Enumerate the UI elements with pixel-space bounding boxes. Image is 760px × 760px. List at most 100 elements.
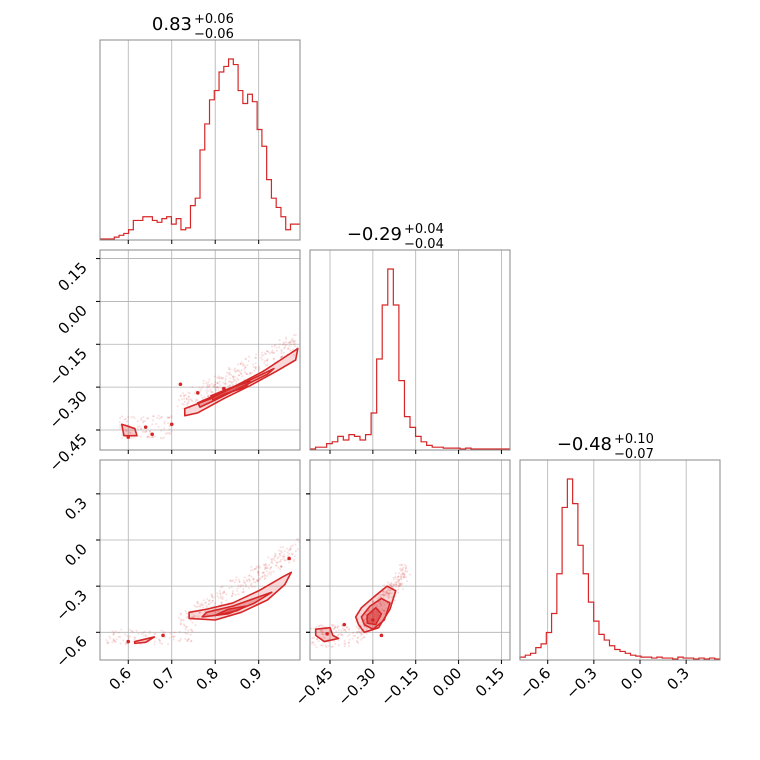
sample-point xyxy=(277,549,280,552)
sample-point xyxy=(294,340,297,343)
sample-point xyxy=(266,350,269,353)
hist-panel-0: 0.83 +0.06−0.06 xyxy=(99,12,301,244)
sample-point xyxy=(394,581,397,584)
sample-point xyxy=(400,578,403,581)
sample-point xyxy=(246,364,249,367)
sample-point xyxy=(124,418,127,421)
sample-point xyxy=(274,555,277,558)
sample-point xyxy=(168,416,171,419)
sample-point xyxy=(119,426,122,429)
sample-point xyxy=(160,415,163,418)
sample-point xyxy=(202,382,205,385)
sample-point xyxy=(321,629,324,632)
sample-point xyxy=(381,609,384,612)
sample-point xyxy=(168,428,171,431)
sample-point xyxy=(291,553,294,556)
sample-point xyxy=(229,579,232,582)
sample-point xyxy=(168,637,171,640)
sample-point xyxy=(388,595,391,598)
sample-point xyxy=(260,356,263,359)
sample-point xyxy=(266,358,269,361)
sample-point xyxy=(218,589,221,592)
sample-point xyxy=(128,635,131,638)
sample-point xyxy=(343,639,346,642)
x-tick-label-1: −0.45 xyxy=(292,664,337,709)
hist-step-1 xyxy=(310,268,510,450)
sample-point xyxy=(216,382,219,385)
sample-point xyxy=(395,583,398,586)
sample-point xyxy=(271,349,274,352)
sample-point xyxy=(255,353,258,356)
sample-point xyxy=(159,642,162,645)
sample-point xyxy=(238,581,241,584)
sample-point xyxy=(281,355,284,358)
sample-point xyxy=(220,595,223,598)
sample-point xyxy=(383,609,386,612)
x-tick-label-0: 0.6 xyxy=(105,664,135,694)
sample-point xyxy=(395,584,398,587)
sample-point xyxy=(235,380,238,383)
sample-point xyxy=(360,633,363,636)
sample-point xyxy=(389,583,392,586)
outlier-point xyxy=(143,425,148,429)
sample-point xyxy=(264,577,267,580)
sample-point xyxy=(106,641,109,644)
sample-point xyxy=(345,626,348,629)
sample-point xyxy=(289,547,292,550)
sample-point xyxy=(338,633,341,636)
hist-step-2 xyxy=(519,478,720,660)
y-tick-label-1: 0.00 xyxy=(54,302,90,338)
sample-point xyxy=(351,637,354,640)
sample-point xyxy=(179,618,182,621)
sample-point xyxy=(331,645,334,648)
sample-point xyxy=(401,572,404,575)
sample-point xyxy=(264,566,267,569)
sample-point xyxy=(131,630,134,633)
sample-point xyxy=(279,558,282,561)
sample-point xyxy=(132,415,135,418)
sample-point xyxy=(179,394,182,397)
outlier-point xyxy=(371,618,375,622)
sample-point xyxy=(281,555,284,558)
sample-point xyxy=(194,615,197,618)
sample-point xyxy=(210,390,213,393)
sample-point xyxy=(231,384,234,387)
sample-point xyxy=(285,336,288,339)
sample-point xyxy=(209,384,212,387)
sample-point xyxy=(260,354,263,357)
sample-point xyxy=(236,363,239,366)
sample-point xyxy=(367,609,370,612)
sample-point xyxy=(241,591,244,594)
sample-point xyxy=(140,417,143,420)
sample-point xyxy=(266,567,269,570)
sample-point xyxy=(401,568,404,571)
sample-point xyxy=(249,583,252,586)
sample-point xyxy=(183,397,186,400)
sample-point xyxy=(250,575,253,578)
sample-point xyxy=(356,640,359,643)
sample-point xyxy=(346,626,349,629)
outlier-point xyxy=(196,391,200,395)
sample-point xyxy=(321,644,324,647)
sample-point xyxy=(210,593,213,596)
sample-point xyxy=(381,593,384,596)
sample-point xyxy=(259,576,262,579)
x-tick-label-0: 0.8 xyxy=(192,664,222,694)
sample-point xyxy=(409,573,412,576)
sample-point xyxy=(217,387,220,390)
sample-point xyxy=(211,391,214,394)
sample-point xyxy=(191,615,194,618)
sample-point xyxy=(365,632,368,635)
sample-point xyxy=(392,586,395,589)
panel-frame xyxy=(309,249,511,451)
sample-point xyxy=(201,385,204,388)
y-tick-label-2: −0.6 xyxy=(52,632,90,670)
sample-point xyxy=(400,583,403,586)
sample-point xyxy=(266,364,269,367)
sample-point xyxy=(140,428,143,431)
sample-point xyxy=(399,582,402,585)
sample-point xyxy=(383,584,386,587)
sample-point xyxy=(189,398,192,401)
sample-point xyxy=(233,375,236,378)
sample-point xyxy=(221,596,224,599)
